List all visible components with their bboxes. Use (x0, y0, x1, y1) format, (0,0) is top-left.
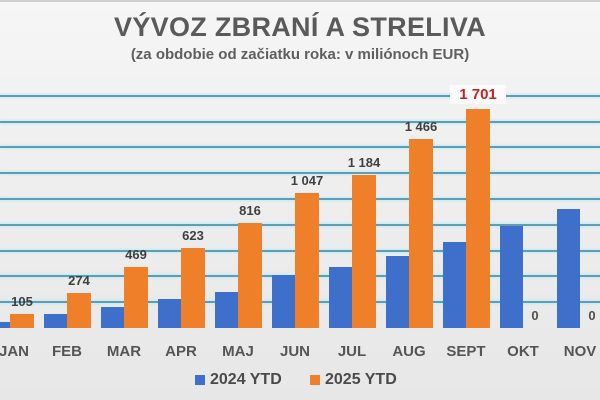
gridline (0, 94, 600, 97)
bar-2025-feb (67, 292, 91, 328)
value-label-2025-apr: 623 (182, 227, 204, 243)
bar-2024-mar (101, 306, 124, 328)
x-axis-label-aug: AUG (392, 343, 426, 360)
bar-2024-feb (44, 313, 67, 328)
bar-2024-jan (0, 322, 10, 328)
chart-subtitle: (za obdobie od začiatku roka: v miliónoc… (130, 46, 470, 63)
legend-label-2025: 2025 YTD (325, 371, 397, 388)
legend-label-2024: 2024 YTD (210, 371, 282, 388)
bar-2024-sept (443, 242, 466, 328)
legend-item-2024: 2024 YTD (195, 371, 282, 389)
value-label-2025-jul: 1 184 (347, 155, 381, 171)
bar-2024-okt (500, 226, 523, 328)
chart-title: VÝVOZ ZBRANÍ A STRELIVA (114, 12, 486, 42)
bar-2025-sept (466, 108, 490, 328)
bar-2025-apr (181, 247, 205, 328)
value-label-2025-jan: 105 (11, 294, 33, 310)
top-border (0, 0, 600, 2)
bar-2024-jun (272, 275, 295, 328)
bar-2025-maj (238, 222, 262, 328)
x-axis-label-sept: SEPT (446, 343, 486, 360)
bar-2024-aug (386, 255, 409, 328)
x-axis-label-jul: JUL (337, 343, 367, 360)
x-axis-label-jun: JUN (279, 343, 310, 360)
legend-item-2025: 2025 YTD (310, 371, 397, 389)
bar-2024-maj (215, 291, 238, 328)
x-axis-label-jan: JAN (0, 343, 29, 360)
value-label-2025-sept: 1 701 (450, 84, 506, 104)
x-axis-label-okt: OKT (507, 343, 539, 360)
bar-2025-mar (124, 267, 148, 328)
bar-2025-aug (409, 138, 433, 328)
bar-2024-jul (329, 266, 352, 328)
gridline (0, 120, 600, 123)
gridline (0, 146, 600, 149)
x-axis-label-apr: APR (165, 343, 197, 360)
value-label-2025-aug: 1 466 (404, 118, 438, 134)
bar-2024-apr (158, 298, 181, 328)
value-label-2025-mar: 469 (125, 247, 147, 263)
value-label-2025-nov: 0 (588, 308, 596, 323)
bar-2025-jun (295, 192, 319, 328)
gridline (0, 172, 600, 175)
value-label-2025-okt: 0 (531, 308, 539, 323)
value-label-2025-feb: 274 (68, 272, 90, 288)
bar-2024-nov (557, 209, 580, 328)
legend: 2024 YTD 2025 YTD (0, 371, 600, 391)
bar-2025-jul (352, 175, 376, 328)
x-axis-label-maj: MAJ (222, 343, 254, 360)
value-label-2025-maj: 816 (239, 202, 261, 218)
legend-swatch-2024 (195, 375, 205, 385)
x-axis-label-feb: FEB (52, 343, 82, 360)
value-label-2025-jun: 1 047 (290, 172, 324, 188)
legend-swatch-2025 (310, 375, 320, 385)
x-axis-label-mar: MAR (106, 343, 142, 360)
x-axis-label-nov: NOV (563, 343, 597, 360)
bar-2025-jan (10, 314, 34, 328)
